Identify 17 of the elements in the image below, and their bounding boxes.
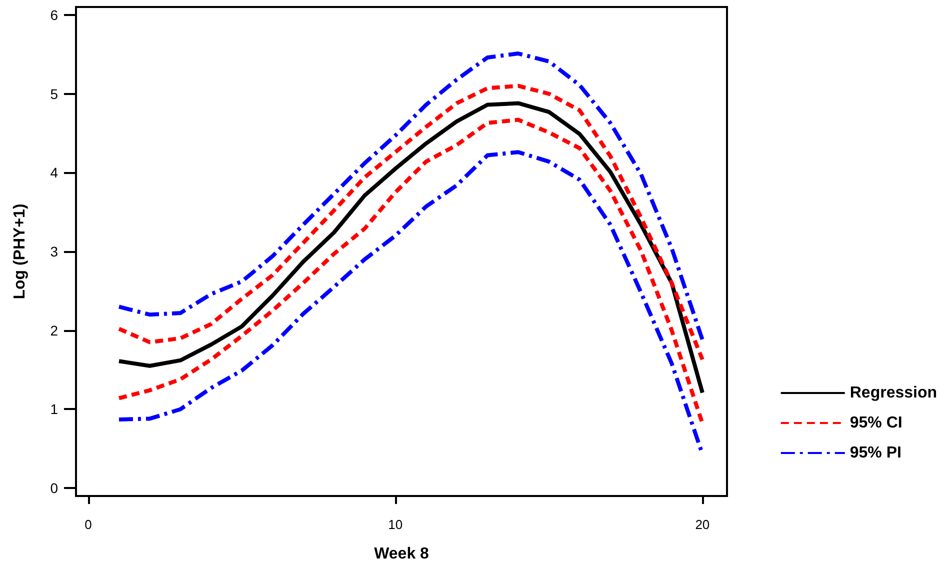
x-tick-label: 10 bbox=[388, 517, 403, 532]
y-tick-label: 4 bbox=[50, 164, 58, 181]
legend-label: Regression bbox=[850, 384, 937, 402]
y-axis-title: Log (PHY+1) bbox=[12, 204, 28, 300]
x-axis-title: Week 8 bbox=[374, 546, 430, 562]
y-tick-label: 1 bbox=[50, 401, 58, 418]
x-tick-label: 0 bbox=[84, 517, 92, 532]
x-tick-label: 20 bbox=[695, 517, 710, 532]
legend-label: 95% PI bbox=[850, 444, 902, 462]
y-tick-label: 0 bbox=[50, 480, 58, 496]
y-tick-label: 3 bbox=[50, 244, 58, 260]
y-tick-label: 6 bbox=[50, 6, 58, 23]
line-series bbox=[116, 52, 704, 342]
line-series bbox=[116, 84, 704, 362]
legend-label: 95% CI bbox=[850, 414, 902, 432]
y-tick-label: 5 bbox=[50, 86, 58, 102]
y-tick-label: 2 bbox=[50, 322, 58, 338]
